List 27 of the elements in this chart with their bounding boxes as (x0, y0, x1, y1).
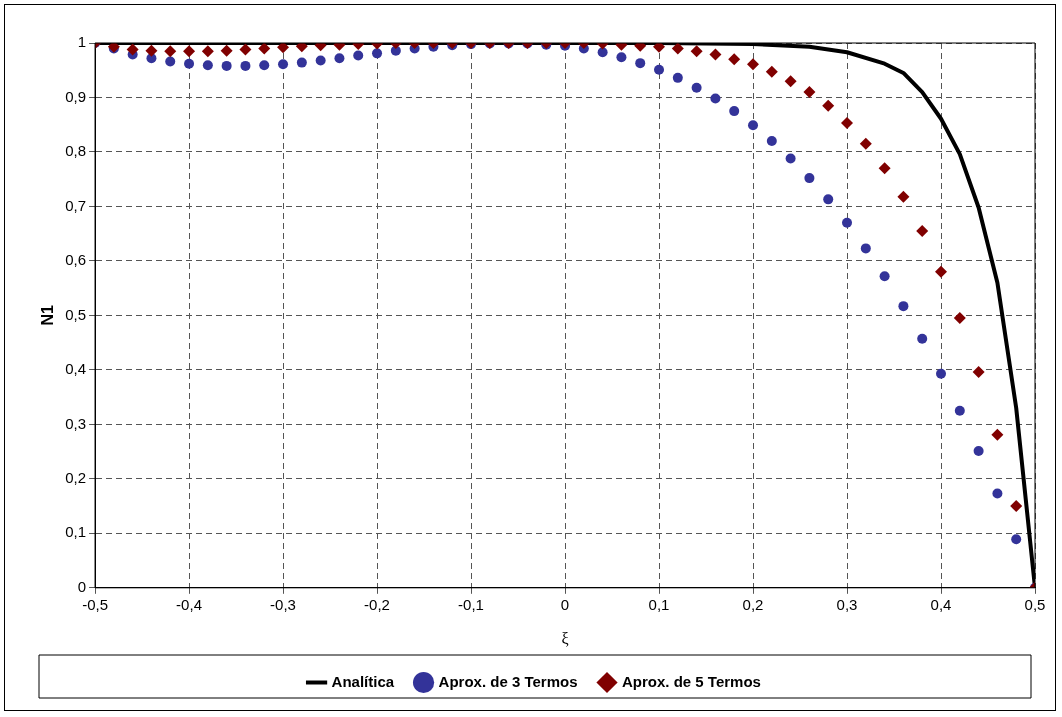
y-axis-title: N1 (39, 305, 57, 326)
y-tick-label: 0,5 (65, 305, 87, 323)
x-tick-label: 0,4 (930, 595, 952, 613)
x-tick-label: -0,4 (176, 595, 202, 613)
x-tick-label: -0,3 (270, 595, 296, 613)
y-tick-label: 0,8 (65, 142, 87, 160)
x-tick-label: -0,1 (458, 595, 484, 613)
y-tick-label: 0,9 (65, 87, 87, 105)
x-tick-label: 0,1 (648, 595, 670, 613)
y-tick-label: 0,2 (65, 468, 87, 486)
x-axis-title: ξ (561, 629, 569, 647)
legend-label: Aprox. de 3 Termos (438, 672, 578, 690)
y-tick-label: 0,6 (65, 251, 87, 269)
legend-label: Analítica (331, 672, 395, 690)
x-tick-label: -0,5 (82, 595, 108, 613)
y-tick-label: 1 (77, 33, 87, 51)
x-tick-label: 0,5 (1024, 595, 1046, 613)
x-tick-label: 0 (560, 595, 570, 613)
x-tick-label: 0,3 (836, 595, 858, 613)
y-tick-label: 0,4 (65, 360, 87, 378)
x-tick-label: 0,2 (742, 595, 764, 613)
y-tick-label: 0 (77, 577, 87, 595)
legend-label: Aprox. de 5 Termos (622, 672, 761, 690)
y-tick-label: 0,3 (65, 414, 87, 432)
y-tick-label: 0,7 (65, 196, 87, 214)
y-tick-label: 0,1 (65, 523, 87, 541)
x-tick-label: -0,2 (364, 595, 390, 613)
